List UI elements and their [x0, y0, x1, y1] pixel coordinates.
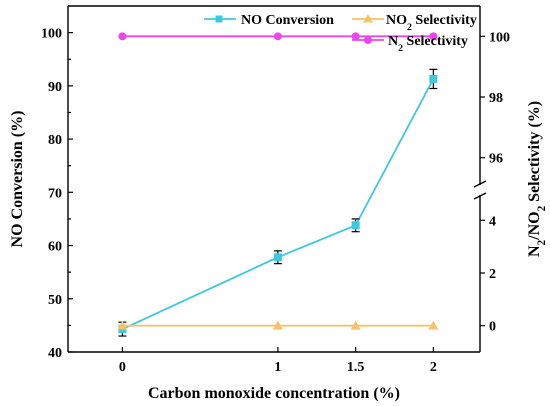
right-axis-title: N2/NO2 Selectivity (%) — [526, 101, 548, 257]
left-tick-label: 90 — [48, 80, 62, 95]
x-tick-label: 2 — [430, 360, 437, 375]
legend-n2-selectivity-label: N2 Selectivity — [388, 34, 468, 54]
data-point-square — [429, 74, 438, 83]
legend-no-conversion-label: NO Conversion — [241, 13, 334, 28]
x-tick-label: 1 — [274, 360, 281, 375]
data-point-triangle — [428, 320, 439, 330]
legend-no-conversion-marker — [215, 15, 223, 23]
data-point-circle — [118, 32, 127, 41]
x-tick-label: 0 — [119, 360, 126, 375]
right-tick-label: 0 — [489, 320, 496, 335]
left-axis-title: NO Conversion (%) — [9, 111, 26, 248]
right-tick-label: 100 — [489, 30, 510, 45]
axis-break-mark-upper — [473, 180, 487, 188]
right-tick-label: 2 — [489, 267, 496, 282]
data-point-circle — [429, 32, 438, 41]
axis-break-mark-lower — [473, 192, 487, 200]
series-layer — [117, 32, 439, 337]
data-point-triangle — [350, 320, 361, 330]
x-tick-label: 1.5 — [347, 360, 365, 375]
right-tick-label: 96 — [489, 152, 503, 167]
data-point-square — [273, 253, 282, 262]
data-point-triangle — [272, 320, 283, 330]
right-tick-label: 98 — [489, 91, 503, 106]
left-tick-label: 60 — [48, 240, 62, 255]
left-tick-label: 100 — [41, 27, 62, 42]
left-axis-ticks: 40 50 60 70 80 90 100 — [41, 27, 73, 361]
x-axis-title: Carbon monoxide concentration (%) — [148, 385, 400, 402]
left-tick-label: 50 — [48, 293, 62, 308]
legend: NO Conversion NO2 Selectivity N2 Selecti… — [204, 13, 477, 54]
x-axis-ticks: 0 1 1.5 2 — [119, 347, 437, 375]
legend-no2-selectivity-marker — [363, 14, 373, 23]
left-tick-label: 40 — [48, 346, 62, 361]
data-point-circle — [273, 32, 282, 41]
left-tick-label: 70 — [48, 186, 62, 201]
right-axis-ticks: 0 2 4 96 98 100 — [480, 30, 510, 335]
left-tick-label: 80 — [48, 133, 62, 148]
legend-no2-selectivity-label: NO2 Selectivity — [386, 13, 477, 33]
data-point-circle — [351, 32, 360, 41]
data-point-square — [351, 221, 360, 230]
right-tick-label: 4 — [489, 214, 496, 229]
data-point-triangle — [117, 320, 128, 330]
legend-n2-selectivity-marker — [364, 36, 372, 44]
series-line-0 — [122, 78, 435, 330]
